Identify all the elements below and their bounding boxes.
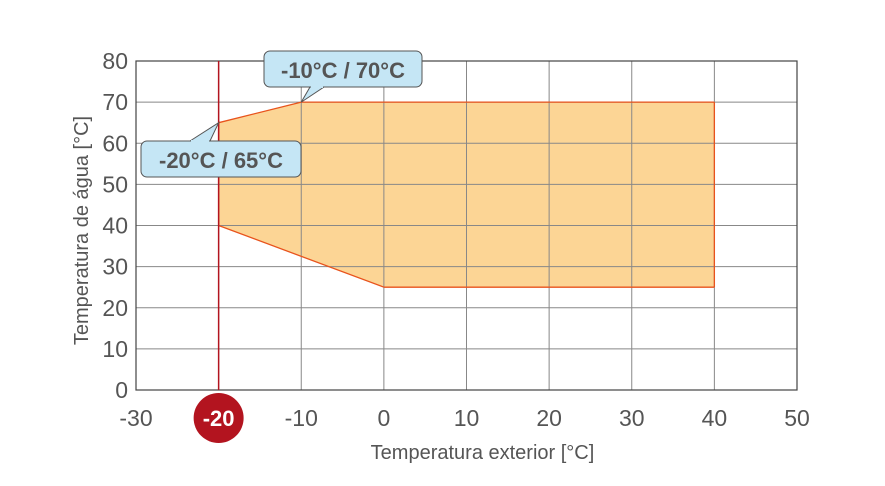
- x-tick-label: 30: [619, 405, 645, 431]
- x-tick-label: 0: [377, 405, 390, 431]
- x-tick-label: 50: [784, 405, 810, 431]
- y-tick-label: 30: [102, 254, 128, 280]
- y-tick-label: 80: [102, 48, 128, 74]
- y-tick-label: 20: [102, 295, 128, 321]
- y-tick-label: 10: [102, 336, 128, 362]
- y-tick-label: 70: [102, 89, 128, 115]
- x-tick-label: 10: [454, 405, 480, 431]
- callout-box: [263, 50, 423, 88]
- y-tick-label: 40: [102, 213, 128, 239]
- plot-border: [135, 60, 798, 391]
- y-tick-label: 50: [102, 171, 128, 197]
- y-axis-label: Temperatura de água [°C]: [71, 116, 93, 345]
- callout-label: -10°C / 70°C: [281, 58, 405, 83]
- x-tick-label: -10: [285, 405, 318, 431]
- highlight-label: -20: [203, 406, 235, 431]
- callout-box: [140, 140, 302, 178]
- callout-label: -20°C / 65°C: [159, 148, 283, 173]
- y-tick-label: 60: [102, 130, 128, 156]
- highlight-badge: [193, 393, 244, 443]
- y-tick-label: 0: [115, 377, 128, 403]
- x-tick-label: 40: [702, 405, 728, 431]
- region-edge: [218, 224, 385, 288]
- x-tick-label: 20: [536, 405, 562, 431]
- region-edge: [218, 101, 302, 124]
- x-axis-label: Temperatura exterior [°C]: [371, 442, 595, 464]
- x-tick-label: -30: [119, 405, 152, 431]
